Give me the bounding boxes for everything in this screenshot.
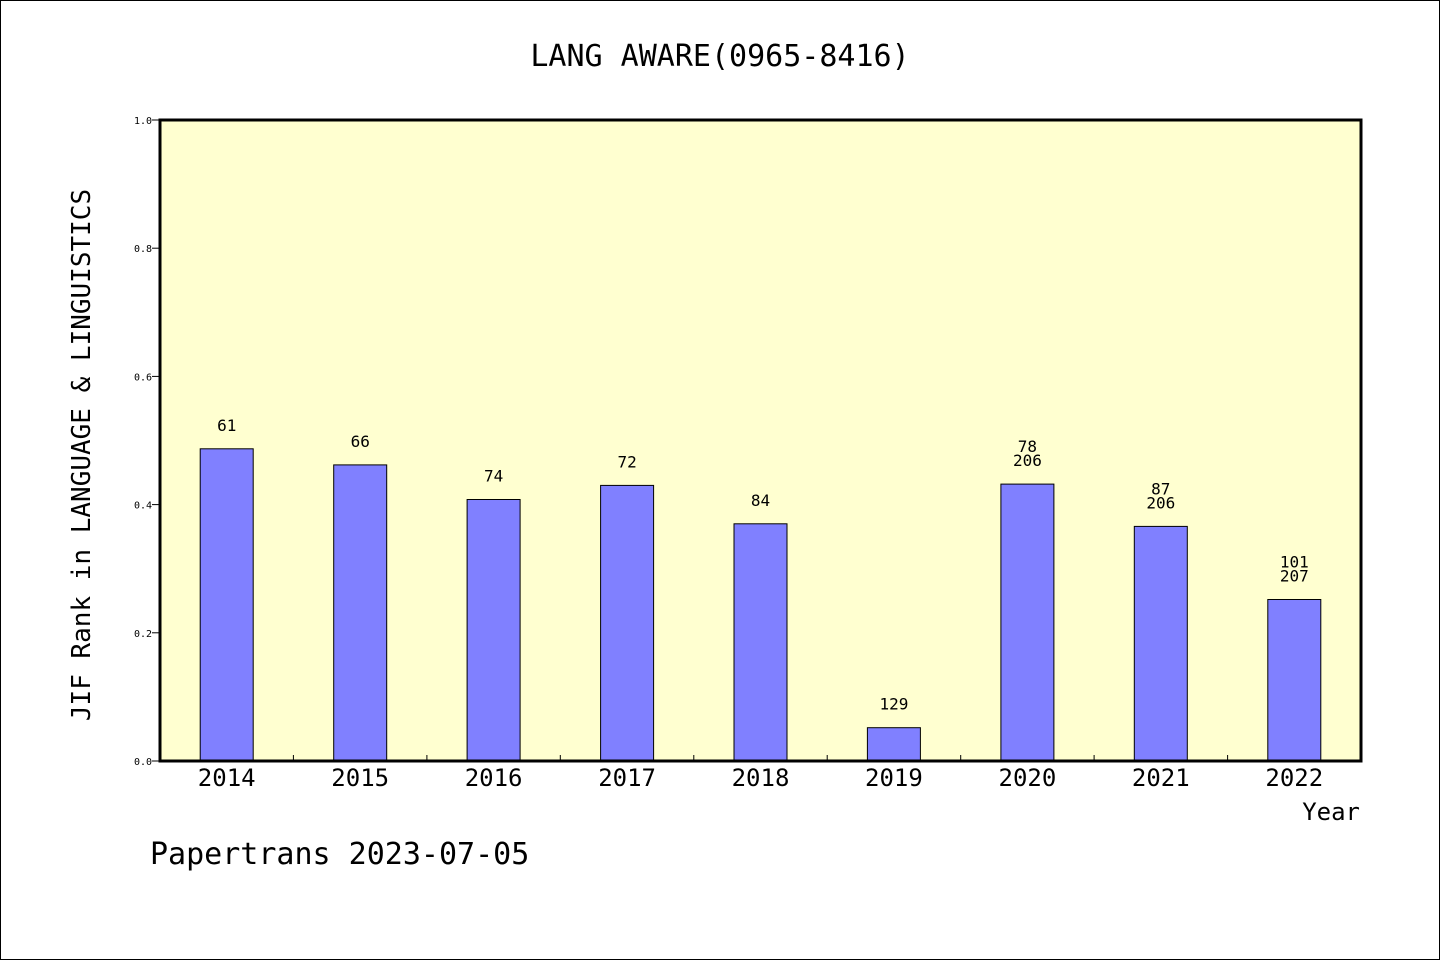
bar-2020	[1000, 483, 1055, 762]
x-tick-label-2018: 2018	[732, 764, 790, 792]
bar-label-2017-0: 72	[617, 452, 636, 471]
x-tick-label-2022: 2022	[1265, 764, 1323, 792]
x-tick-label-2017: 2017	[598, 764, 656, 792]
bar-label-2022-0: 101	[1280, 553, 1309, 572]
bar-label-2019-0: 129	[879, 695, 908, 714]
y-tick-label-3: 0.6	[134, 372, 152, 383]
bar-label-2016-0: 74	[484, 467, 503, 486]
y-tick-label-4: 0.8	[134, 244, 152, 255]
bars-group	[199, 448, 1322, 762]
bar-label-2021-0: 87	[1151, 479, 1170, 498]
bar-label-2018-0: 84	[751, 491, 770, 510]
bar-2015	[333, 464, 388, 762]
x-tick-label-2019: 2019	[865, 764, 923, 792]
x-axis-label: Year	[1302, 798, 1360, 826]
y-axis-ticks: 0.0 0.2 0.4 0.6 0.8 1.0	[134, 116, 160, 768]
x-tick-label-2020: 2020	[999, 764, 1057, 792]
bar-label-2015-0: 66	[351, 432, 370, 451]
bar-2014	[199, 448, 254, 762]
bar-2021	[1133, 525, 1188, 762]
y-tick-label-2: 0.4	[134, 501, 152, 512]
bar-label-2020-0: 78	[1018, 437, 1037, 456]
bar-2018	[733, 523, 788, 762]
bar-2022	[1267, 599, 1322, 762]
bar-label-2022-1: 207	[1280, 567, 1309, 586]
bar-label-2021-1: 206	[1146, 493, 1175, 512]
y-tick-label-5: 1.0	[134, 116, 152, 127]
bar-2017	[600, 484, 655, 762]
bar-2016	[466, 499, 521, 762]
chart-title: LANG AWARE(0965-8416)	[530, 39, 909, 74]
footer-text: Papertrans 2023-07-05	[150, 837, 529, 872]
x-axis-ticks: 2014 2015 2016 2017 2018 2019 2020 2021 2022	[198, 755, 1323, 792]
y-tick-label-0: 0.0	[134, 757, 152, 768]
y-tick-label-1: 0.2	[134, 629, 152, 640]
y-axis-label: JIF Rank in LANGUAGE & LINGUISTICS	[67, 189, 97, 721]
bar-2019	[866, 727, 921, 762]
x-tick-label-2021: 2021	[1132, 764, 1190, 792]
bar-label-2014-0: 61	[217, 416, 236, 435]
plot-border	[158, 118, 1363, 763]
bar-label-2020-1: 206	[1013, 451, 1042, 470]
x-tick-label-2015: 2015	[331, 764, 389, 792]
x-tick-label-2014: 2014	[198, 764, 256, 792]
x-tick-label-2016: 2016	[465, 764, 523, 792]
